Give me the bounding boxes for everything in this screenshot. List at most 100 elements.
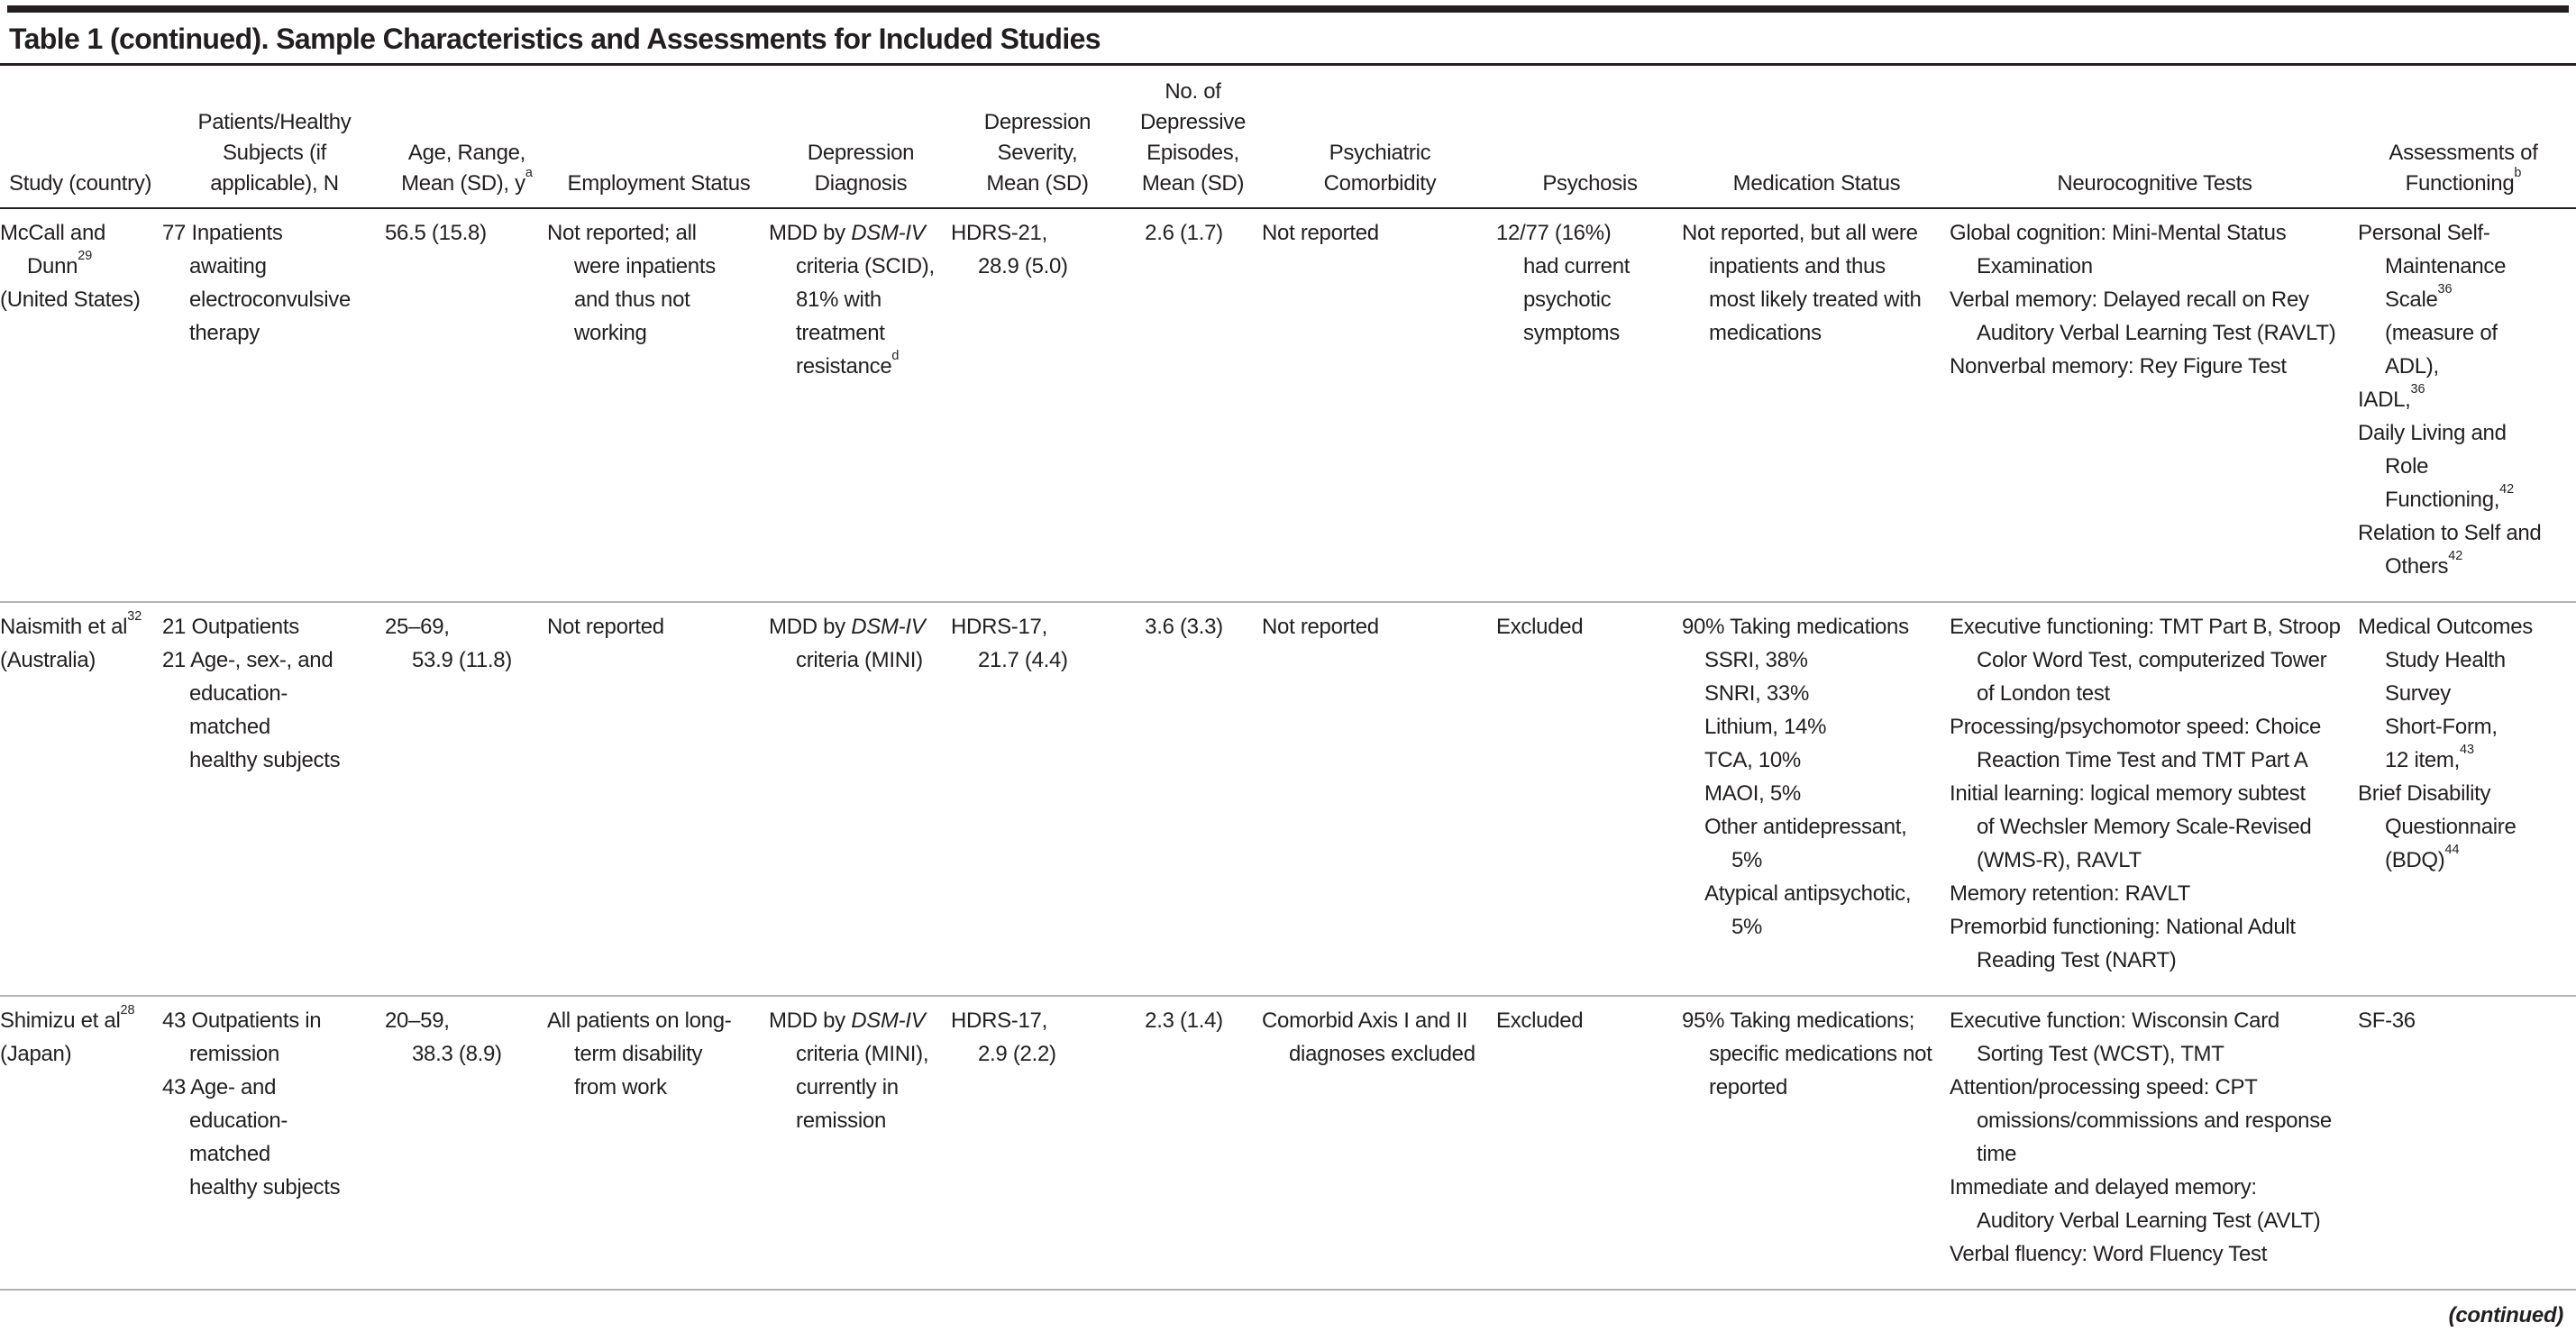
cell-line: McCall and Dunn29 bbox=[0, 221, 106, 278]
cell-medication: Not reported, but all were inpatients and… bbox=[1682, 216, 1950, 583]
cell-line: TCA, 10% bbox=[1704, 748, 1801, 772]
cell-line: Verbal memory: Delayed recall on Rey Audi… bbox=[1950, 287, 2336, 345]
cell-line: 77 Inpatients awaiting electroconvulsive th… bbox=[162, 221, 351, 345]
cell-line: 2.6 (1.7) bbox=[1145, 221, 1223, 245]
cell-line: 20–59, 38.3 (8.9) bbox=[385, 1008, 502, 1066]
cell-line: (Japan) bbox=[0, 1042, 72, 1066]
cell-line: (United States) bbox=[0, 287, 141, 312]
continued-note: (continued) bbox=[2448, 1303, 2564, 1327]
table-row: Shimizu et al28 (Japan) 43 Outpatients in r… bbox=[0, 997, 2576, 1291]
cell-medication: 95% Taking medications; specific medicati… bbox=[1682, 1004, 1950, 1271]
column-header-diagnosis: Depression Diagnosis bbox=[807, 141, 915, 196]
cell-employment: All patients on long-term disability from… bbox=[547, 1004, 769, 1271]
table-header-row: Study (country) Patients/Healthy Subjects … bbox=[0, 66, 2576, 207]
cell-line: Executive function: Wisconsin Card Sortin… bbox=[1950, 1008, 2279, 1066]
table-body: McCall and Dunn29 (United States) 77 Inpati… bbox=[0, 209, 2576, 1291]
table-row: McCall and Dunn29 (United States) 77 Inpati… bbox=[0, 209, 2576, 603]
cell-line: Atypical antipsychotic, 5% bbox=[1704, 881, 1912, 939]
cell-line: Personal Self- Maintenance Scale36 (measur… bbox=[2358, 221, 2507, 379]
column-header-episodes: No. of Depressive Episodes, Mean (SD) bbox=[1139, 79, 1247, 196]
cell-line: Memory retention: RAVLT bbox=[1950, 881, 2190, 906]
cell-line: 21 Age-, sex-, and education-matched healt… bbox=[162, 648, 341, 772]
cell-severity: HDRS-21, 28.9 (5.0) bbox=[951, 216, 1122, 583]
cell-line: SSRI, 38% bbox=[1704, 648, 1808, 672]
cell-line: Not reported, but all were inpatients and… bbox=[1682, 221, 1922, 345]
cell-line: Not reported bbox=[547, 615, 664, 639]
cell-line: 43 Age- and education-matched healthy subj… bbox=[162, 1075, 341, 1200]
cell-comorbidity: Not reported bbox=[1262, 216, 1496, 583]
header-rule bbox=[0, 207, 2576, 209]
table-row: Naismith et al32 (Australia) 21 Outpatient… bbox=[0, 603, 2576, 997]
cell-line: HDRS-21, 28.9 (5.0) bbox=[951, 221, 1068, 278]
cell-line: MDD by DSM-IV criteria (MINI), currently i… bbox=[769, 1008, 929, 1133]
column-header-neuro: Neurocognitive Tests bbox=[2057, 171, 2252, 196]
cell-line: Not reported; all were inpatients and thus… bbox=[547, 221, 716, 345]
cell-line: Shimizu et al28 bbox=[0, 1002, 135, 1033]
cell-line: HDRS-17, 2.9 (2.2) bbox=[951, 1008, 1056, 1066]
cell-line: Comorbid Axis I and II diagnoses excluded bbox=[1262, 1008, 1475, 1066]
cell-line: MDD by DSM-IV criteria (MINI) bbox=[769, 615, 926, 672]
table-title: Table 1 (continued). Sample Characterist… bbox=[9, 23, 1101, 55]
cell-patients: 21 Outpatients 21 Age-, sex-, and educatio… bbox=[162, 610, 385, 977]
cell-line: Global cognition: Mini-Mental Status Exam… bbox=[1950, 221, 2287, 278]
cell-functioning: Medical Outcomes Study Health Survey Short… bbox=[2358, 610, 2567, 977]
cell-line: Premorbid functioning: National Adult Rea… bbox=[1950, 915, 2296, 972]
cell-line: All patients on long-term disability from… bbox=[547, 1008, 732, 1099]
column-header-study: Study (country) bbox=[9, 171, 152, 196]
cell-psychosis: Excluded bbox=[1496, 1004, 1682, 1271]
column-header-severity: Depression Severity, Mean (SD) bbox=[983, 110, 1092, 196]
column-header-medication: Medication Status bbox=[1732, 171, 1901, 196]
cell-line: Nonverbal memory: Rey Figure Test bbox=[1950, 354, 2287, 379]
column-header-functioning: Assessments of Functioningb bbox=[2389, 141, 2538, 196]
cell-diagnosis: MDD by DSM-IV criteria (SCID), 81% with tre… bbox=[769, 216, 951, 583]
cell-line: Relation to Self and Others42 bbox=[2358, 521, 2542, 579]
cell-study: McCall and Dunn29 (United States) bbox=[0, 216, 162, 583]
cell-severity: HDRS-17, 2.9 (2.2) bbox=[951, 1004, 1122, 1271]
cell-line: Initial learning: logical memory subtest… bbox=[1950, 781, 2312, 872]
column-header-psychosis: Psychosis bbox=[1542, 171, 1638, 196]
cell-line: 3.6 (3.3) bbox=[1145, 615, 1223, 639]
cell-line: Medical Outcomes Study Health Survey Short… bbox=[2358, 615, 2533, 772]
column-header-comorbidity: Psychiatric Comorbidity bbox=[1323, 141, 1437, 196]
cell-line: 95% Taking medications; specific medicati… bbox=[1682, 1008, 1932, 1099]
top-rule bbox=[7, 5, 2569, 13]
column-header-age: Age, Range, Mean (SD), ya bbox=[401, 141, 533, 196]
cell-neuro: Executive function: Wisconsin Card Sortin… bbox=[1950, 1004, 2358, 1271]
cell-episodes: 2.6 (1.7) bbox=[1122, 216, 1262, 583]
cell-episodes: 2.3 (1.4) bbox=[1122, 1004, 1262, 1271]
cell-psychosis: 12/77 (16%) had current psychotic symptoms bbox=[1496, 216, 1682, 583]
cell-neuro: Executive functioning: TMT Part B, Stroo… bbox=[1950, 610, 2358, 977]
cell-line: Not reported bbox=[1262, 221, 1379, 245]
cell-line: 12/77 (16%) had current psychotic symptoms bbox=[1496, 221, 1631, 345]
cell-line: 21 Outpatients bbox=[162, 615, 299, 639]
cell-line: Excluded bbox=[1496, 1008, 1584, 1033]
cell-functioning: Personal Self- Maintenance Scale36 (measur… bbox=[2358, 216, 2567, 583]
cell-severity: HDRS-17, 21.7 (4.4) bbox=[951, 610, 1122, 977]
cell-line: Brief Disability Questionnaire (BDQ)44 bbox=[2358, 781, 2517, 872]
cell-line: 2.3 (1.4) bbox=[1145, 1008, 1223, 1033]
cell-line: SNRI, 33% bbox=[1704, 681, 1810, 706]
cell-comorbidity: Comorbid Axis I and II diagnoses excluded bbox=[1262, 1004, 1496, 1271]
cell-line: Attention/processing speed: CPT omissions… bbox=[1950, 1075, 2332, 1166]
cell-age: 20–59, 38.3 (8.9) bbox=[385, 1004, 547, 1271]
cell-line: Daily Living and Role Functioning,42 bbox=[2358, 421, 2515, 512]
cell-line: Naismith et al32 bbox=[0, 608, 142, 639]
cell-patients: 77 Inpatients awaiting electroconvulsive th… bbox=[162, 216, 385, 583]
cell-line: 43 Outpatients in remission bbox=[162, 1008, 322, 1066]
cell-employment: Not reported; all were inpatients and thus… bbox=[547, 216, 769, 583]
cell-line: Processing/psychomotor speed: Choice Reac… bbox=[1950, 715, 2322, 772]
cell-line: Other antidepressant, 5% bbox=[1704, 815, 1907, 872]
cell-line: MAOI, 5% bbox=[1704, 781, 1801, 806]
cell-line: SF-36 bbox=[2358, 1008, 2416, 1033]
cell-employment: Not reported bbox=[547, 610, 769, 977]
cell-line: MDD by DSM-IV criteria (SCID), 81% with tre… bbox=[769, 221, 935, 379]
cell-line: 56.5 (15.8) bbox=[385, 221, 487, 245]
cell-line: Executive functioning: TMT Part B, Stroo… bbox=[1950, 615, 2341, 706]
cell-functioning: SF-36 bbox=[2358, 1004, 2567, 1271]
cell-line: 25–69, 53.9 (11.8) bbox=[385, 615, 512, 672]
cell-diagnosis: MDD by DSM-IV criteria (MINI), currently i… bbox=[769, 1004, 951, 1271]
cell-line: Immediate and delayed memory: Auditory Ve… bbox=[1950, 1175, 2321, 1233]
cell-age: 56.5 (15.8) bbox=[385, 216, 547, 583]
cell-line: Excluded bbox=[1496, 615, 1584, 639]
column-header-employment: Employment Status bbox=[567, 171, 751, 196]
